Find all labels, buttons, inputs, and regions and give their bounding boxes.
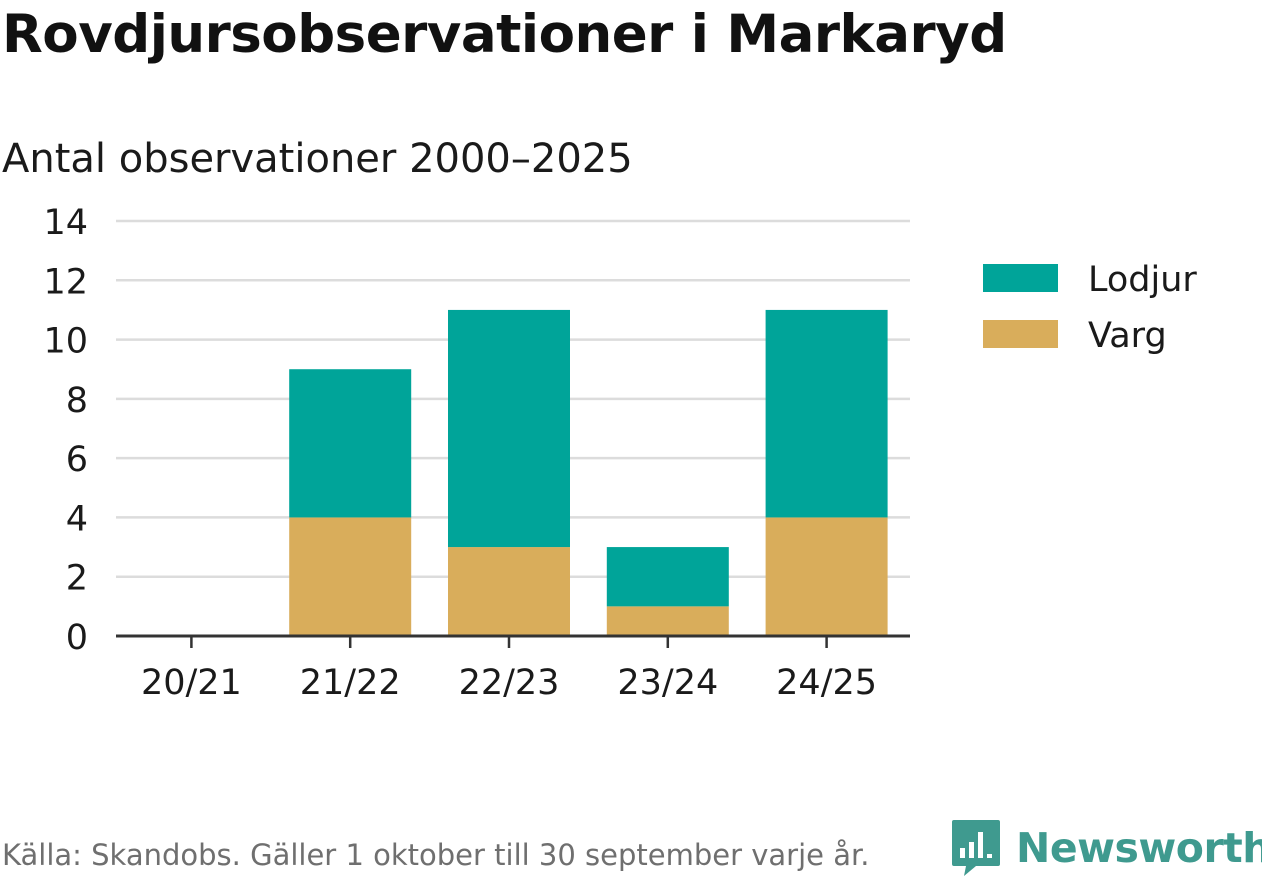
- bar-varg-23-24: [606, 606, 729, 636]
- x-tick-label: 22/23: [459, 663, 560, 703]
- brand-name: Newsworthy: [1016, 824, 1262, 872]
- x-tick-label: 23/24: [617, 663, 718, 703]
- legend-swatch-varg: [983, 320, 1058, 348]
- bar-lodjur-21-22: [289, 369, 412, 518]
- bar-lodjur-23-24: [606, 547, 729, 607]
- bars: [289, 309, 888, 636]
- newsworthy-logo: Newsworthy: [950, 818, 1262, 878]
- bar-lodjur-22-23: [448, 309, 570, 548]
- axes: 0 2 4 6 8 10 12 14 20/21 21/22 22/23 23/24 24/25: [43, 203, 910, 703]
- y-tick-label: 12: [43, 262, 88, 302]
- y-tick-label: 6: [66, 440, 88, 480]
- y-tick-label: 4: [66, 499, 88, 539]
- y-tick-label: 10: [43, 322, 88, 362]
- x-tick-label: 21/22: [300, 663, 401, 703]
- bar-varg-24-25: [765, 517, 888, 636]
- legend-label-lodjur: Lodjur: [1088, 260, 1197, 300]
- y-tick-label: 14: [43, 203, 88, 243]
- legend-label-varg: Varg: [1088, 316, 1167, 356]
- chart-subtitle: Antal observationer 2000–2025: [2, 136, 633, 182]
- bar-lodjur-24-25: [765, 309, 888, 518]
- x-tick-label: 20/21: [141, 663, 242, 703]
- y-tick-label: 0: [66, 618, 88, 658]
- legend-swatch-lodjur: [983, 264, 1058, 292]
- legend: Lodjur Varg: [983, 260, 1197, 356]
- y-tick-label: 8: [66, 381, 88, 421]
- bar-varg-21-22: [289, 517, 412, 636]
- x-tick-label: 24/25: [776, 663, 877, 703]
- chart-title: Rovdjursobservationer i Markaryd: [2, 4, 1007, 65]
- newsworthy-chat-icon: [952, 820, 1000, 876]
- source-note: Källa: Skandobs. Gäller 1 oktober till 3…: [2, 838, 870, 872]
- y-tick-label: 2: [66, 559, 88, 599]
- bar-varg-22-23: [448, 547, 570, 636]
